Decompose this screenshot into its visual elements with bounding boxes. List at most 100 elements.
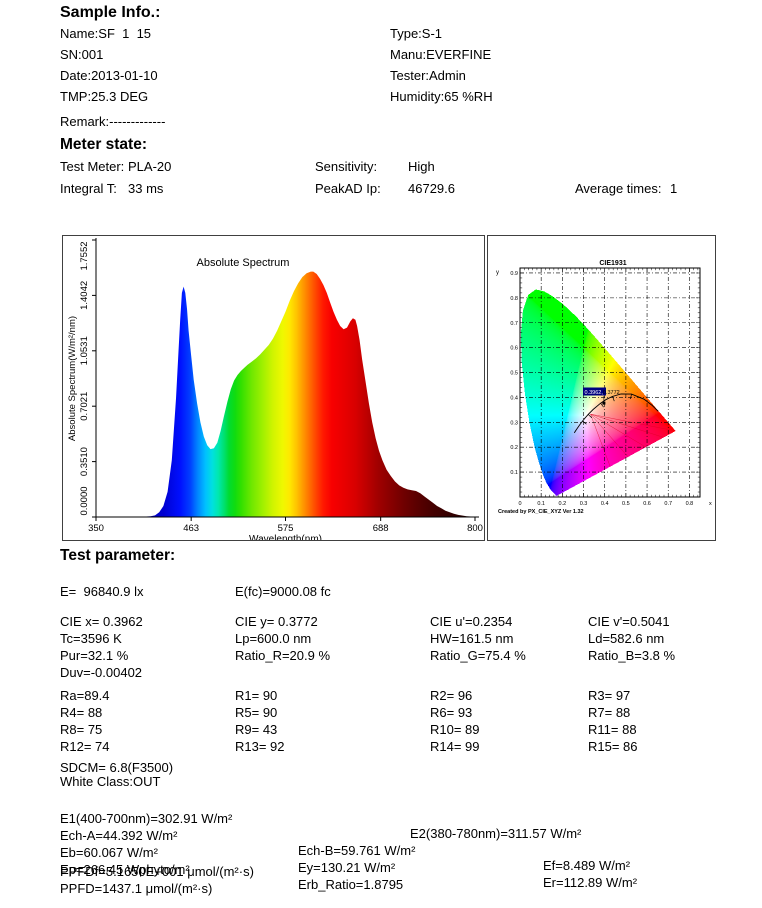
- meter-row: Integral T: 33 ms: [60, 178, 171, 200]
- spectrum-chart-panel: 350 463 575 688 800 0.0000 0.3510 0.7021 1.0531 1…: [62, 235, 485, 541]
- x-tick-label: 0.7: [664, 501, 672, 507]
- param-cell: R7= 88: [588, 705, 631, 720]
- x-tick-label: 0.6: [643, 501, 651, 507]
- test-parameter-heading: Test parameter:: [60, 547, 176, 564]
- sample-field: Name:SF 1 15: [60, 26, 152, 41]
- field-value: High: [408, 159, 435, 174]
- e1-value: E1(400-700nm)=302.91 W/m²: [60, 811, 233, 826]
- isotherm-tick: [612, 396, 615, 402]
- meter-row: Sensitivity: High: [315, 156, 455, 178]
- absolute-spectrum-chart: 350 463 575 688 800 0.0000 0.3510 0.7021 1.0531 1…: [67, 238, 483, 540]
- eb-value: Eb=60.067 W/m²: [60, 845, 158, 860]
- y-tick-label: 0.6: [510, 346, 518, 352]
- param-cell: R6= 93: [430, 705, 473, 720]
- x-tick-label: 0.5: [622, 501, 630, 507]
- field-value: 1: [670, 181, 678, 196]
- meter-row: Test Meter: PLA-20: [60, 156, 171, 178]
- energy-row-2: Ech-A=44.392 W/m² Ech-B=59.761 W/m² Ef=8…: [60, 813, 720, 873]
- cie-chart-panel: CIE1931 0 0.1 0.2 0.3 0.4 0.5 0.6 0.7 0.8 x 0.1 0.2 0…: [487, 235, 716, 541]
- sample-field: Date:2013-01-10: [60, 68, 158, 83]
- param-cell: R9= 43: [235, 722, 278, 737]
- param-cell: CIE u'=0.2354: [430, 614, 513, 629]
- param-cell: Lp=600.0 nm: [235, 631, 312, 646]
- energy-row-4: Ep=266.45 Wphyto/m² Erb_Ratio=1.8795: [60, 847, 720, 892]
- param-cell: R3= 97: [588, 688, 631, 703]
- x-axis-label: Wavelength(nm): [249, 534, 322, 540]
- y-tick-label: 0.4: [510, 395, 518, 401]
- x-tick-label: 0.2: [559, 501, 567, 507]
- param-cell: Ld=582.6 nm: [588, 631, 665, 646]
- y-tick-label: 1.0531: [79, 336, 90, 365]
- param-cell: [588, 664, 675, 681]
- ey-value: Ey=130.21 W/m²: [298, 860, 396, 875]
- sample-info-left-column: Name:SF 1 15 SN:001 Date:2013-01-10 TMP:25.…: [60, 23, 165, 132]
- y-axis-label: y: [496, 270, 499, 276]
- param-cell: Ratio_G=75.4 %: [430, 648, 526, 663]
- param-cell: Ratio_B=3.8 %: [588, 648, 676, 663]
- meter-state-heading: Meter state:: [60, 136, 147, 153]
- sample-info-right-column: Type:S-1 Manu:EVERFINE Tester:Admin Humidit…: [390, 23, 493, 107]
- plot-border: [519, 267, 701, 498]
- cie-chromaticity-fill: [520, 268, 700, 497]
- param-cell: CIE v'=0.5041: [588, 614, 670, 629]
- param-cell: R1= 90: [235, 688, 278, 703]
- meter-state-middle: Sensitivity: High PeakAD Ip: 46729.6: [315, 156, 455, 200]
- point-label-chip: [583, 387, 606, 396]
- field-value: 33 ms: [128, 181, 164, 196]
- y-tick-label: 0.5: [510, 371, 518, 377]
- field-label: PeakAD Ip:: [315, 181, 381, 196]
- ppfdf-value: PPFDf=5.1650E+001 μmol/(m²·s): [60, 864, 254, 879]
- isotherm-tick: [600, 402, 604, 408]
- y-tick-label: 0.3510: [79, 447, 90, 476]
- param-cell: R13= 92: [235, 739, 285, 754]
- y-tick-label: 1.7552: [79, 241, 90, 270]
- field-value: 46729.6: [408, 181, 455, 196]
- param-cell: Ra=89.4: [60, 688, 110, 703]
- sdcm-value: SDCM= 6.8(F3500): [60, 760, 174, 775]
- x-tick-label: 350: [88, 523, 104, 534]
- y-tick-label: 0.7: [510, 321, 518, 327]
- x-tick-label: 0.1: [537, 501, 545, 507]
- x-tick-label: 688: [373, 523, 389, 534]
- white-class-value: White Class:OUT: [60, 774, 161, 789]
- sample-field: Humidity:65 %RH: [390, 89, 493, 104]
- x-tick-label: 575: [278, 523, 294, 534]
- sample-info-heading: Sample Info.:: [60, 4, 161, 21]
- param-cell: R15= 86: [588, 739, 638, 754]
- purity-line: [590, 413, 676, 432]
- ep-value: Ep=266.45 Wphyto/m²: [60, 862, 190, 877]
- sample-field: Manu:EVERFINE: [390, 47, 492, 62]
- x-tick-label: 463: [183, 523, 199, 534]
- field-label: Sensitivity:: [315, 159, 378, 174]
- erb-ratio-value: Erb_Ratio=1.8795: [298, 877, 404, 892]
- sample-field: SN:001: [60, 47, 104, 62]
- illuminance-row: E= 96840.9 lx E(fc)=9000.08 fc: [60, 583, 331, 600]
- sdcm-block: SDCM= 6.8(F3500) White Class:OUT: [60, 761, 173, 789]
- sample-field: Remark:-------------: [60, 114, 166, 129]
- param-cell: Ratio_R=20.9 %: [235, 648, 331, 663]
- y-tick-label: 0.9: [510, 271, 518, 277]
- point-label: 0.3962,0.3772: [585, 390, 620, 396]
- param-cell: R10= 89: [430, 722, 480, 737]
- meter-row: Average times: 1: [575, 178, 677, 200]
- e2-value: E2(380-780nm)=311.57 W/m²: [410, 826, 582, 841]
- chart-title: CIE1931: [599, 260, 626, 267]
- param-cell: R2= 96: [430, 688, 473, 703]
- field-label: Average times:: [575, 181, 662, 196]
- meter-state-left: Test Meter: PLA-20 Integral T: 33 ms: [60, 156, 171, 200]
- field-label: Test Meter:: [60, 159, 125, 174]
- y-tick-label: 0.3: [510, 420, 518, 426]
- param-cell: HW=161.5 nm: [430, 631, 514, 646]
- cie-chromaticity-overlay: CIE1931 0 0.1 0.2 0.3 0.4 0.5 0.6 0.7 0.8 x 0.1 0.2 0…: [496, 260, 712, 515]
- x-axis-label: x: [709, 501, 712, 507]
- param-cell: R4= 88: [60, 705, 103, 720]
- y-tick-label: 0.7021: [79, 392, 90, 421]
- planckian-locus: [573, 393, 659, 434]
- ech-b-value: Ech-B=59.761 W/m²: [298, 843, 416, 858]
- ef-value: Ef=8.489 W/m²: [543, 858, 631, 873]
- param-cell: CIE y= 0.3772: [235, 614, 318, 629]
- field-label: Integral T:: [60, 181, 117, 196]
- y-axis-label: Absolute Spectrum(W/m²/nm): [67, 316, 78, 441]
- x-tick-label: 800: [467, 523, 483, 534]
- isotherm-tick: [587, 414, 593, 419]
